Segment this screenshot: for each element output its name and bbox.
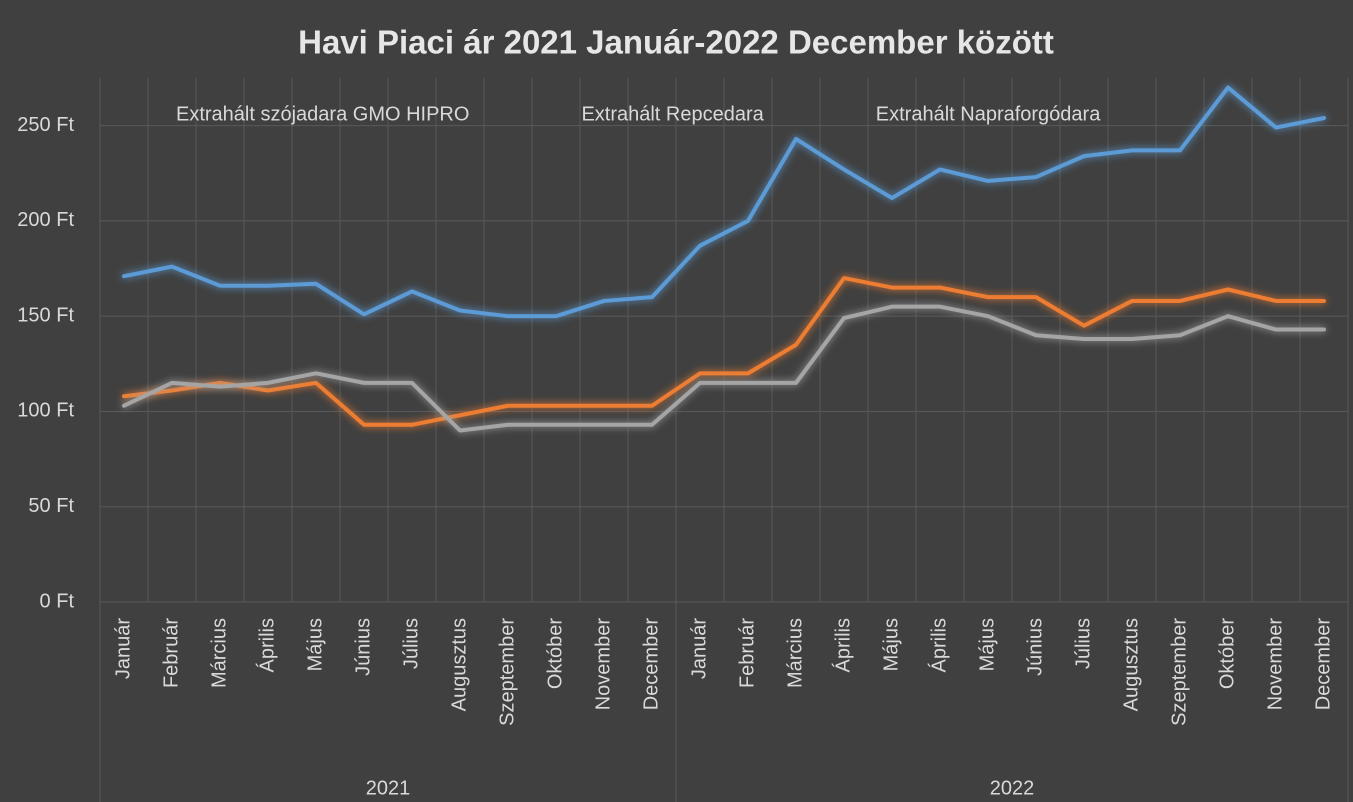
- x-group-label: 2022: [990, 777, 1035, 799]
- legend-label: Extrahált Napraforgódara: [876, 103, 1101, 125]
- x-tick-label: Június: [352, 618, 374, 676]
- x-tick-label: Május: [976, 618, 998, 671]
- x-tick-label: November: [1264, 618, 1286, 711]
- x-tick-label: Július: [1072, 618, 1094, 669]
- x-tick-label: Február: [736, 618, 758, 688]
- x-tick-label: Október: [544, 618, 566, 689]
- y-tick-label: 100 Ft: [17, 400, 74, 422]
- x-tick-label: Március: [784, 618, 806, 688]
- x-group-label: 2021: [366, 777, 411, 799]
- x-tick-label: Február: [160, 618, 182, 688]
- x-tick-label: Március: [208, 618, 230, 688]
- x-tick-label: Október: [1216, 618, 1238, 689]
- y-tick-label: 0 Ft: [40, 590, 75, 612]
- x-tick-label: Szeptember: [496, 618, 518, 726]
- y-tick-label: 250 Ft: [17, 114, 74, 136]
- series-line: [122, 276, 1326, 427]
- y-tick-label: 50 Ft: [28, 495, 74, 517]
- x-tick-label: Május: [880, 618, 902, 671]
- x-tick-label: Április: [831, 618, 854, 672]
- x-tick-label: December: [1312, 618, 1334, 711]
- x-tick-label: November: [592, 618, 614, 711]
- series-line: [122, 304, 1326, 433]
- y-tick-label: 200 Ft: [17, 209, 74, 231]
- y-tick-label: 150 Ft: [17, 304, 74, 326]
- x-tick-label: Május: [304, 618, 326, 671]
- x-tick-label: Január: [688, 618, 710, 679]
- x-tick-label: Június: [1024, 618, 1046, 676]
- x-tick-label: Augusztus: [448, 618, 470, 711]
- legend-label: Extrahált Repcedara: [581, 103, 764, 125]
- legend-label: Extrahált szójadara GMO HIPRO: [176, 103, 469, 125]
- x-tick-label: Április: [255, 618, 278, 672]
- chart-title: Havi Piaci ár 2021 Január-2022 December …: [298, 24, 1054, 61]
- x-tick-label: December: [640, 618, 662, 711]
- series-line: [122, 85, 1326, 319]
- x-tick-label: Augusztus: [1120, 618, 1142, 711]
- x-tick-label: Szeptember: [1168, 618, 1190, 726]
- x-tick-label: Július: [400, 618, 422, 669]
- x-tick-label: Április: [927, 618, 950, 672]
- x-tick-label: Január: [112, 618, 134, 679]
